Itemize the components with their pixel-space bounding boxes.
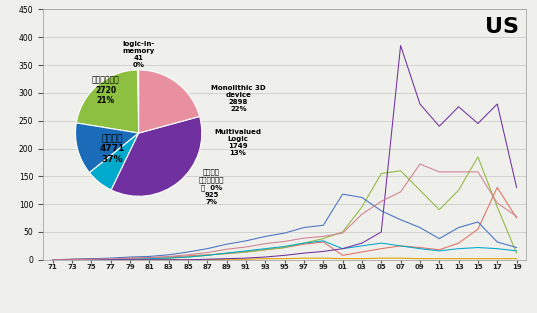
- Text: 기변장치
광배선광원기
술  0%
925
7%: 기변장치 광배선광원기 술 0% 925 7%: [199, 169, 224, 205]
- Wedge shape: [139, 70, 200, 133]
- Text: US: US: [485, 17, 519, 37]
- Wedge shape: [76, 123, 139, 173]
- Text: logic-in-
memory
41
0%: logic-in- memory 41 0%: [122, 41, 155, 68]
- Text: 초지전입소자
2720
21%: 초지전입소자 2720 21%: [92, 75, 120, 105]
- Text: 뉴로모틱
4771
37%: 뉴로모틱 4771 37%: [99, 134, 125, 164]
- Text: Multivalued
Logic
1749
13%: Multivalued Logic 1749 13%: [214, 129, 262, 156]
- Wedge shape: [76, 70, 139, 133]
- Wedge shape: [90, 133, 139, 190]
- Wedge shape: [111, 116, 202, 196]
- Wedge shape: [137, 70, 139, 133]
- Text: Monolithic 3D
device
2898
22%: Monolithic 3D device 2898 22%: [212, 85, 266, 112]
